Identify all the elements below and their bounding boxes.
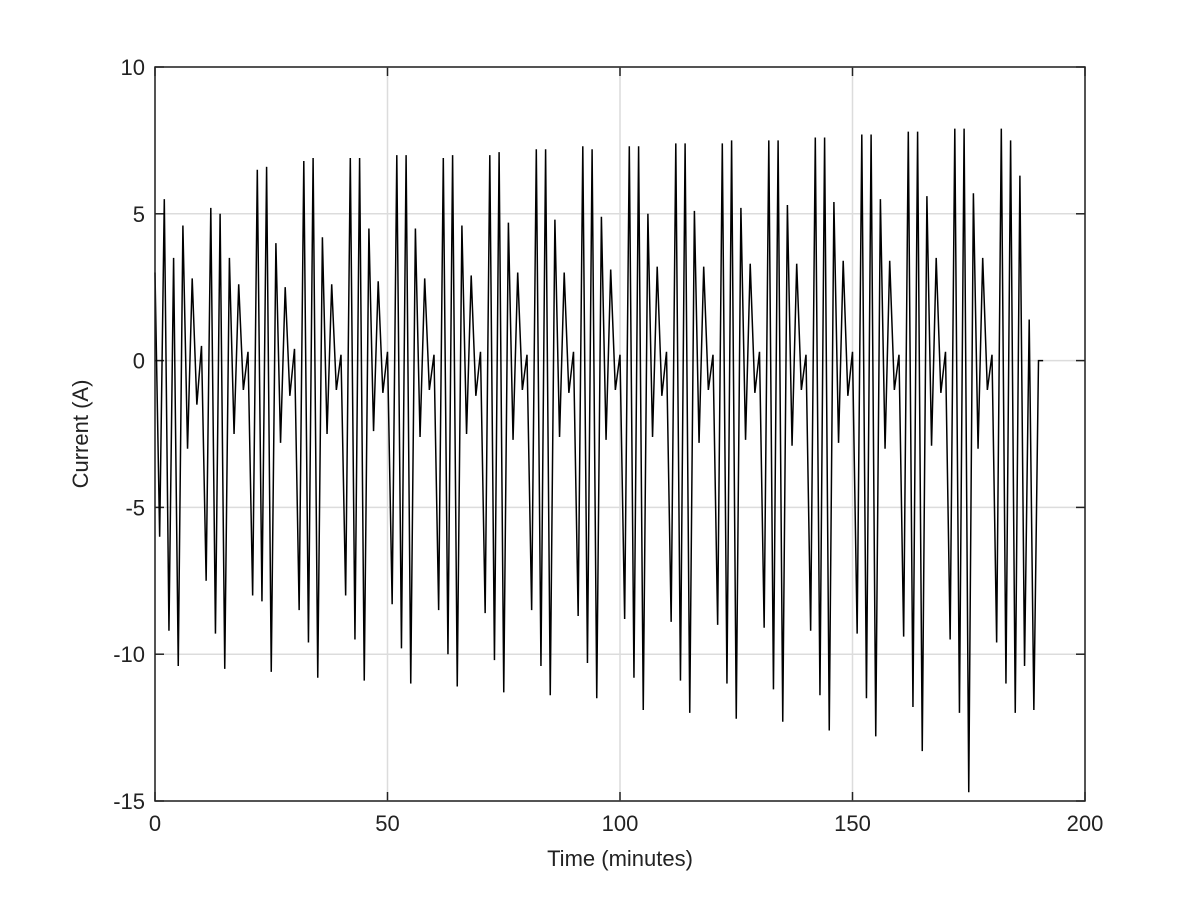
y-tick-label: 5 bbox=[133, 202, 145, 227]
y-tick-label: -10 bbox=[113, 642, 145, 667]
y-tick-label: 10 bbox=[121, 55, 145, 80]
x-tick-label: 200 bbox=[1067, 811, 1104, 836]
x-axis-label: Time (minutes) bbox=[547, 846, 693, 871]
x-tick-label: 150 bbox=[834, 811, 871, 836]
x-tick-label: 50 bbox=[375, 811, 399, 836]
y-tick-label: -5 bbox=[125, 495, 145, 520]
y-tick-label: -15 bbox=[113, 789, 145, 814]
y-tick-label: 0 bbox=[133, 349, 145, 374]
plot-frame bbox=[154, 66, 1086, 802]
data-line bbox=[154, 128, 1044, 793]
x-tick-label: 100 bbox=[602, 811, 639, 836]
x-tick-label: 0 bbox=[149, 811, 161, 836]
y-axis-label: Current (A) bbox=[68, 380, 93, 489]
